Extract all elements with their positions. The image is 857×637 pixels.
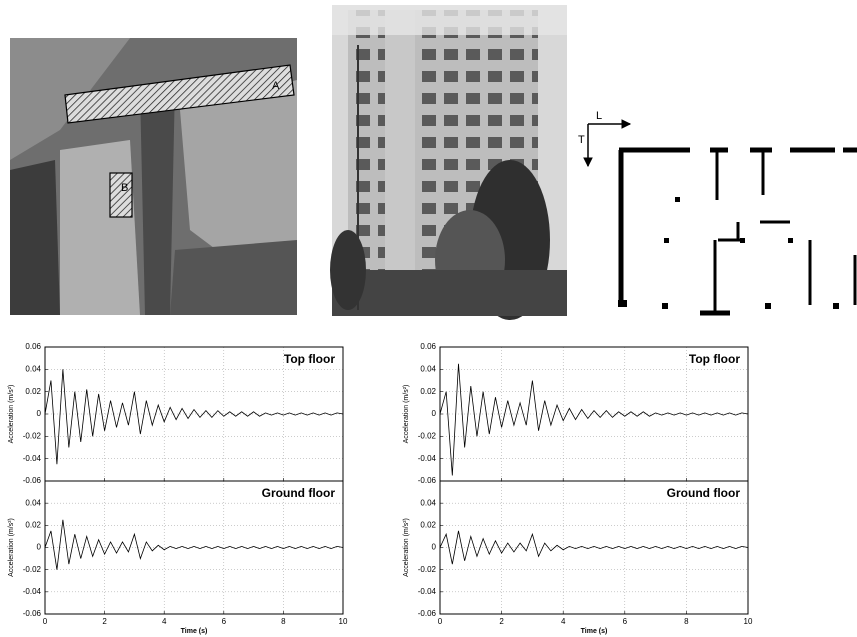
- y-axis-label: Acceleration (m/s²): [403, 518, 410, 577]
- plot-frame: [44, 480, 344, 615]
- x-tick-label: 4: [561, 617, 566, 626]
- signal-line: [439, 363, 749, 476]
- y-tick-label: 0.04: [420, 498, 436, 507]
- x-tick-label: 4: [162, 617, 167, 626]
- y-tick-label: -0.02: [418, 565, 437, 574]
- plot-frame: [439, 480, 749, 615]
- axis-direction-label: L: [596, 110, 602, 122]
- x-tick-label: 8: [684, 617, 689, 626]
- y-tick-label: 0.02: [420, 520, 436, 529]
- signal-line: [44, 369, 344, 465]
- y-tick-label: -0.02: [23, 431, 42, 440]
- x-axis-label: Time (s): [181, 628, 208, 635]
- x-tick-label: 8: [281, 617, 286, 626]
- aerial-photo: A B: [10, 38, 297, 315]
- y-tick-label: -0.04: [418, 454, 437, 463]
- zone-label: B: [121, 182, 128, 194]
- x-tick-label: 10: [339, 617, 348, 626]
- x-tick-label: 2: [499, 617, 504, 626]
- y-tick-label: -0.02: [23, 565, 42, 574]
- y-tick-label: 0.04: [420, 364, 436, 373]
- y-axis-label: Acceleration (m/s²): [403, 385, 410, 444]
- x-tick-label: 10: [744, 617, 753, 626]
- y-axis-label: Acceleration (m/s²): [8, 518, 15, 577]
- y-tick-label: -0.06: [418, 476, 437, 485]
- x-tick-label: 0: [438, 617, 443, 626]
- y-tick-label: 0.04: [25, 498, 41, 507]
- y-tick-label: 0.04: [25, 364, 41, 373]
- y-tick-label: 0: [432, 409, 437, 418]
- y-tick-label: 0: [37, 409, 42, 418]
- y-tick-label: -0.04: [418, 587, 437, 596]
- signal-line: [44, 519, 344, 570]
- y-tick-label: 0.02: [25, 387, 41, 396]
- y-tick-label: 0.02: [420, 387, 436, 396]
- plot-title: Ground floor: [667, 486, 741, 500]
- x-tick-label: 2: [102, 617, 107, 626]
- y-tick-label: -0.06: [23, 609, 42, 618]
- y-tick-label: -0.06: [418, 609, 437, 618]
- axis-direction-label: T: [578, 134, 585, 146]
- y-tick-label: 0: [432, 543, 437, 552]
- y-tick-label: -0.04: [23, 587, 42, 596]
- y-tick-label: 0.02: [25, 520, 41, 529]
- signal-line: [439, 530, 749, 565]
- x-tick-label: 6: [222, 617, 227, 626]
- floor-plan: L T: [578, 110, 857, 316]
- zone-label: A: [272, 80, 280, 92]
- plot-title: Top floor: [284, 352, 335, 366]
- y-tick-label: 0.06: [25, 342, 41, 351]
- x-tick-label: 6: [623, 617, 628, 626]
- plot-title: Ground floor: [262, 486, 336, 500]
- x-axis-label: Time (s): [581, 628, 608, 635]
- y-tick-label: -0.06: [23, 476, 42, 485]
- y-axis-label: Acceleration (m/s²): [8, 385, 15, 444]
- y-tick-label: -0.04: [23, 454, 42, 463]
- y-tick-label: 0: [37, 543, 42, 552]
- y-tick-label: 0.06: [420, 342, 436, 351]
- building-photo: [330, 5, 567, 320]
- x-tick-label: 0: [43, 617, 48, 626]
- y-tick-label: -0.02: [418, 431, 437, 440]
- plot-title: Top floor: [689, 352, 740, 366]
